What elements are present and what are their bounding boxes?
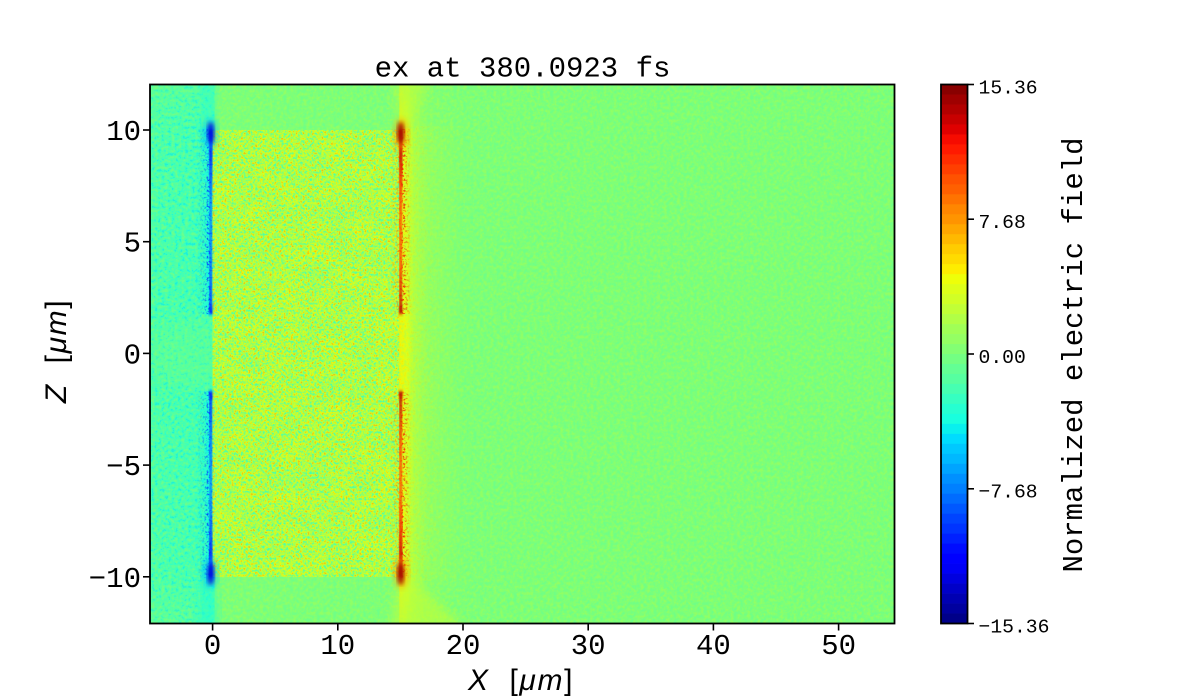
svg-text:Normalized electric field: Normalized electric field [1058, 137, 1091, 572]
svg-text:−10: −10 [89, 563, 141, 596]
svg-text:−7.68: −7.68 [979, 482, 1038, 504]
svg-text:ex at 380.0923 fs: ex at 380.0923 fs [375, 53, 671, 86]
svg-text:7.68: 7.68 [979, 212, 1026, 234]
svg-text:0: 0 [204, 630, 221, 663]
svg-text:5: 5 [124, 228, 141, 261]
svg-text:−15.36: −15.36 [979, 616, 1050, 638]
svg-text:40: 40 [696, 630, 731, 663]
svg-text:0: 0 [124, 339, 141, 372]
svg-text:50: 50 [821, 630, 856, 663]
svg-text:Z [μm]: Z [μm] [40, 299, 73, 404]
svg-text:10: 10 [320, 630, 355, 663]
svg-text:20: 20 [446, 630, 481, 663]
svg-text:X [μm]: X [μm] [467, 664, 574, 697]
svg-text:15.36: 15.36 [979, 77, 1038, 99]
svg-text:30: 30 [571, 630, 606, 663]
svg-text:10: 10 [106, 116, 141, 149]
svg-text:−5: −5 [106, 451, 141, 484]
svg-text:0.00: 0.00 [979, 347, 1026, 369]
